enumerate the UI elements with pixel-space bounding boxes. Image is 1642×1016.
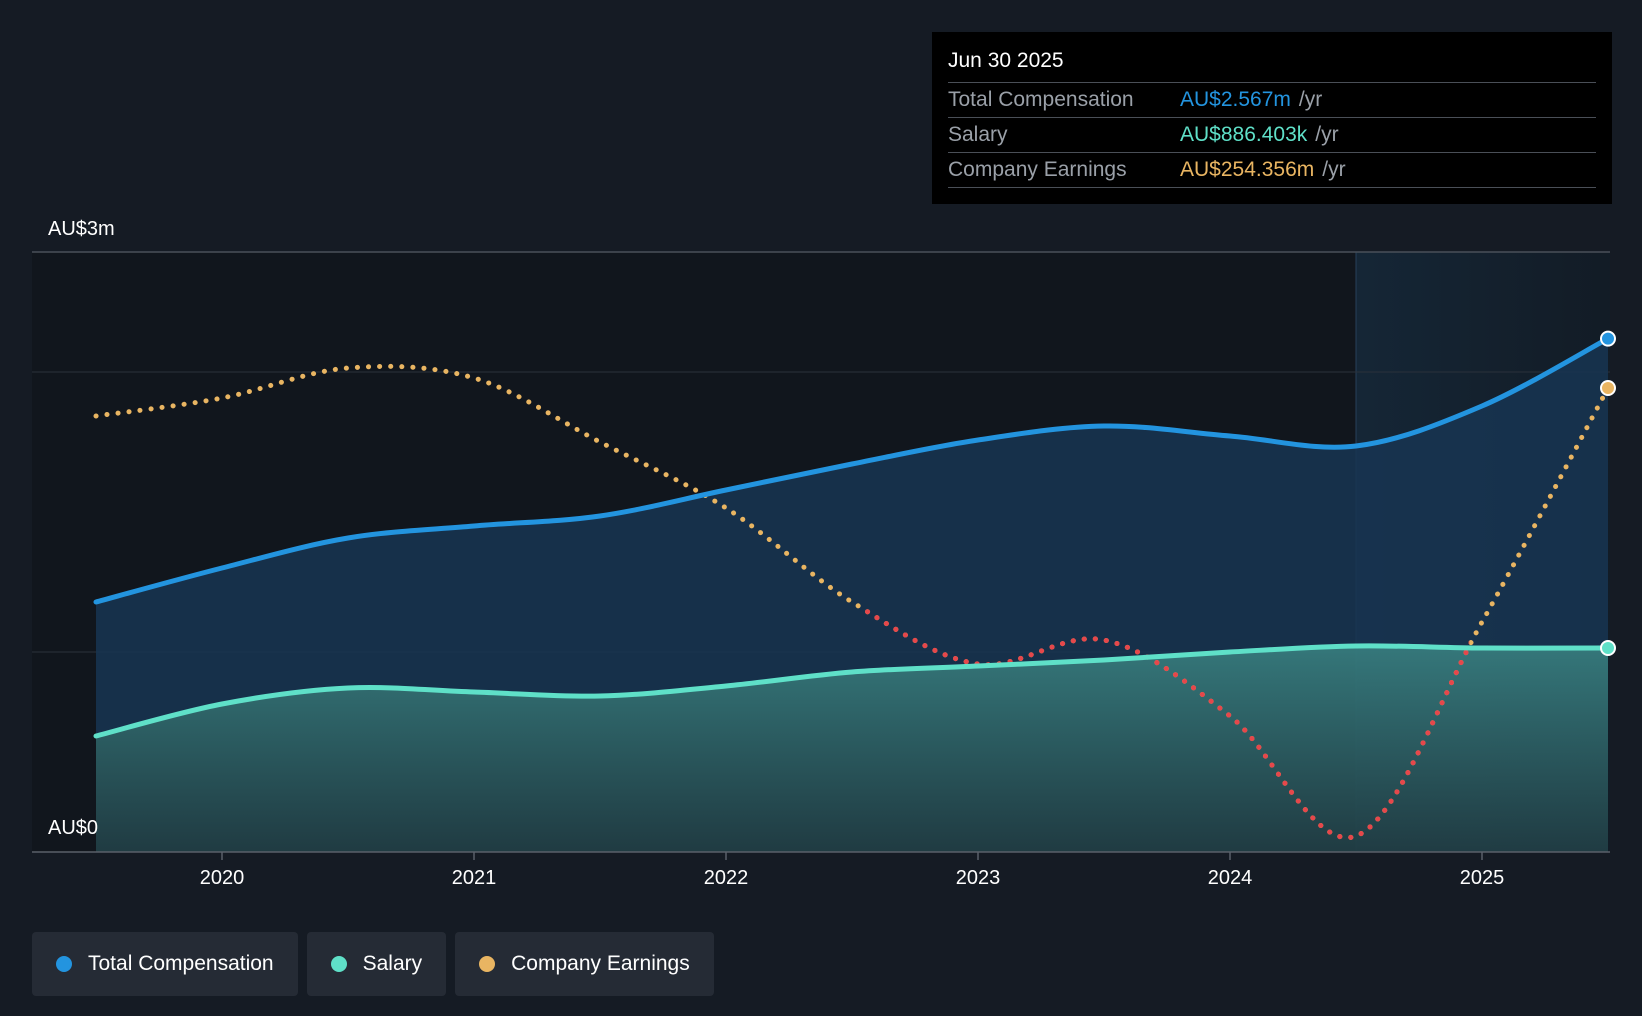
tooltip-unit: /yr [1315,123,1339,146]
legend-dot-icon [330,956,347,972]
tooltip-row-salary: Salary AU$886.403k /yr [948,118,1596,153]
legend-dot-icon [479,956,496,972]
salary-line [93,643,1611,739]
salary-area [96,645,1608,852]
x-tick-label: 2023 [956,867,1001,889]
tooltip-value: AU$254.356m [1180,158,1315,181]
legend-dot-icon [56,956,72,972]
tooltip-row-total-compensation: Total Compensation AU$2.567m /yr [948,83,1596,118]
tooltip-unit: /yr [1298,88,1323,111]
y-axis-min-label: AU$0 [48,817,98,839]
x-tick-label: 2020 [200,867,245,889]
series-endpoint-marker [1600,330,1616,347]
y-axis-max-label: AU$3m [48,218,115,240]
legend-label: Company Earnings [511,952,690,975]
x-tick-label: 2024 [1208,867,1253,889]
tooltip-unit: /yr [1322,158,1346,181]
legend-item-total-compensation[interactable]: Total Compensation [32,932,298,996]
tooltip-value: AU$2.567m [1180,88,1291,111]
series-endpoint-marker [1600,640,1616,656]
legend-label: Salary [362,952,423,975]
x-tick-label: 2025 [1460,867,1505,889]
tooltip-value: AU$886.403k [1180,123,1308,146]
tooltip-label: Company Earnings [948,158,1127,181]
legend-item-company-earnings[interactable]: Company Earnings [455,932,714,996]
total-compensation-line [93,336,1611,605]
tooltip-row-company-earnings: Company Earnings AU$254.356m /yr [948,153,1596,188]
tooltip-label: Total Compensation [948,88,1134,111]
tooltip: Jun 30 2025 Total Compensation AU$2.567m… [932,32,1612,204]
x-tick-label: 2021 [452,867,497,889]
series-endpoint-marker [1600,380,1616,396]
legend: Total Compensation Salary Company Earnin… [32,932,714,996]
x-tick-label: 2022 [704,867,749,889]
legend-item-salary[interactable]: Salary [306,932,447,996]
tooltip-label: Salary [948,123,1008,146]
legend-label: Total Compensation [88,952,274,975]
tooltip-date: Jun 30 2025 [948,46,1596,83]
